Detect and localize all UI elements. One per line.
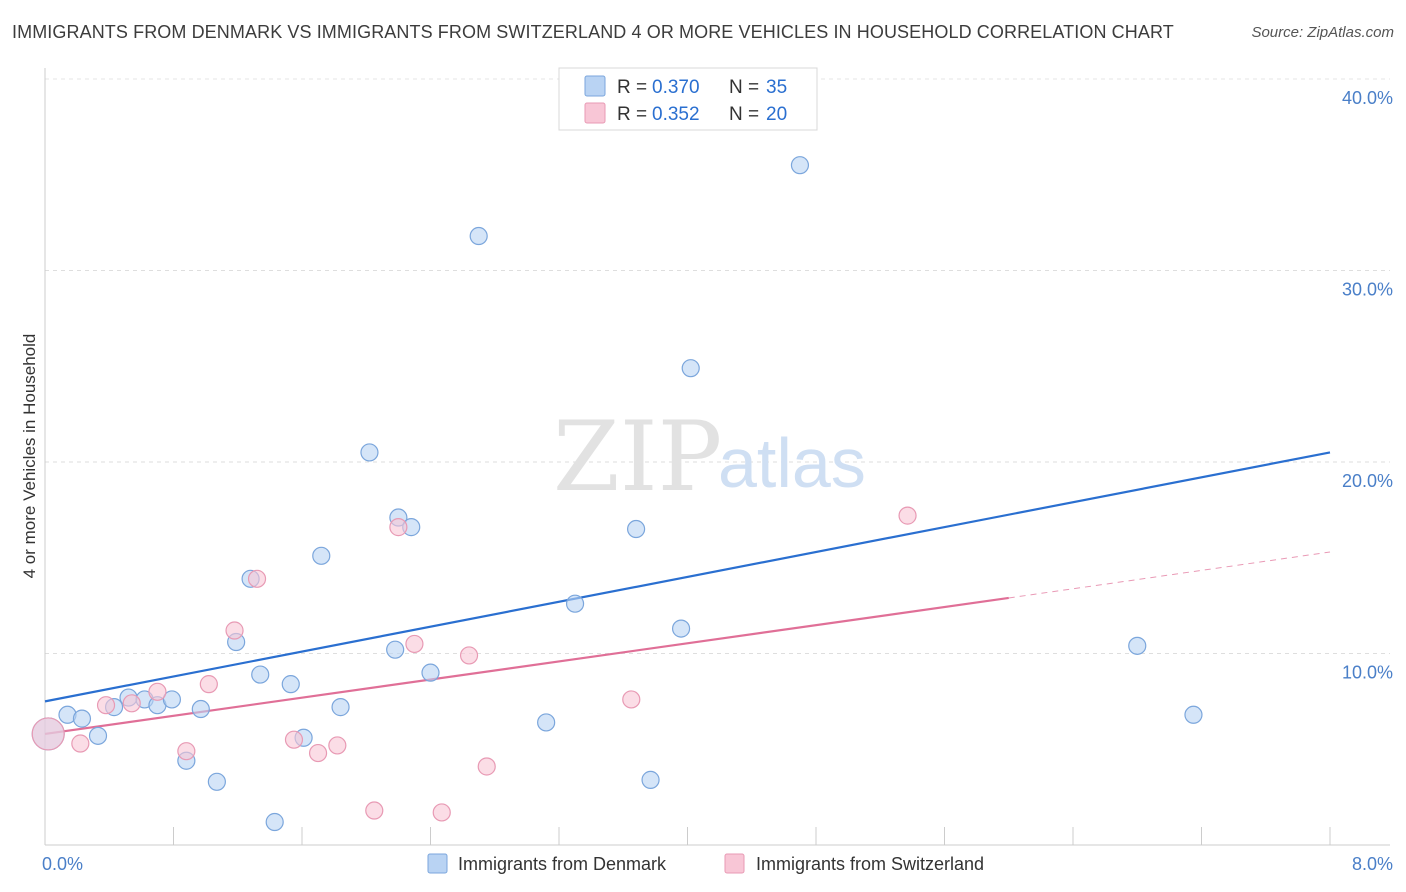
point-switzerland	[365, 801, 384, 820]
point-denmark	[681, 359, 700, 378]
point-denmark	[671, 619, 691, 638]
trendline-switzerland-extension	[1008, 551, 1331, 599]
point-switzerland	[31, 717, 65, 751]
point-switzerland	[199, 675, 218, 694]
point-denmark	[191, 699, 210, 719]
tick-labels: 0.0% 8.0% 10.0% 20.0% 30.0% 40.0%	[42, 88, 1393, 874]
point-denmark	[265, 812, 284, 832]
bottom-legend-label-denmark: Immigrants from Denmark	[458, 854, 667, 874]
legend-n-label-switzerland: N =	[729, 104, 759, 125]
point-denmark	[331, 698, 350, 717]
point-switzerland	[148, 682, 167, 701]
point-denmark	[72, 709, 92, 728]
legend-swatch-denmark	[584, 75, 606, 97]
data-points	[31, 156, 1203, 832]
point-switzerland	[898, 506, 917, 525]
point-denmark	[360, 443, 379, 462]
point-denmark	[565, 594, 585, 613]
x-tick-label-max: 8.0%	[1352, 854, 1393, 874]
point-denmark	[469, 226, 488, 246]
point-switzerland	[308, 743, 328, 763]
correlation-legend: R = 0.370 N = 35 R = 0.352 N = 20	[558, 67, 818, 131]
point-denmark	[312, 546, 331, 565]
legend-swatch-switzerland	[584, 102, 606, 124]
axes	[44, 68, 1390, 846]
chart-title: IMMIGRANTS FROM DENMARK VS IMMIGRANTS FR…	[12, 22, 1174, 42]
point-switzerland	[405, 634, 424, 654]
point-denmark	[207, 772, 226, 791]
bottom-legend-swatch-denmark	[427, 853, 448, 874]
legend-r-value-denmark: 0.370	[652, 77, 700, 98]
y-tick-label: 10.0%	[1342, 663, 1393, 683]
point-denmark	[1184, 705, 1203, 724]
point-denmark	[88, 726, 108, 745]
x-tick-label-min: 0.0%	[42, 854, 83, 874]
point-switzerland	[122, 694, 141, 713]
y-tick-label: 30.0%	[1342, 280, 1393, 300]
point-denmark	[386, 640, 405, 659]
point-denmark	[251, 665, 270, 684]
watermark: ZIP atlas	[553, 401, 866, 513]
point-denmark	[162, 690, 181, 709]
point-switzerland	[96, 696, 116, 715]
point-switzerland	[284, 730, 304, 749]
legend-r-label-switzerland: R =	[617, 104, 647, 125]
legend-n-label-denmark: N =	[729, 77, 759, 98]
point-switzerland	[622, 690, 641, 709]
point-switzerland	[432, 803, 451, 822]
y-tick-label: 40.0%	[1342, 88, 1393, 108]
point-switzerland	[247, 569, 267, 588]
y-tick-label: 20.0%	[1342, 471, 1393, 491]
point-switzerland	[459, 646, 479, 665]
legend-r-label-denmark: R =	[617, 77, 647, 98]
point-switzerland	[328, 736, 347, 755]
point-denmark	[281, 675, 300, 694]
watermark-atlas: atlas	[718, 424, 866, 502]
bottom-legend-swatch-switzerland	[724, 853, 745, 874]
point-switzerland	[71, 734, 90, 753]
watermark-zip: ZIP	[553, 401, 722, 513]
y-axis-title: 4 or more Vehicles in Household	[20, 334, 39, 579]
point-switzerland	[477, 757, 496, 776]
point-denmark	[421, 663, 440, 682]
legend-r-value-switzerland: 0.352	[652, 104, 700, 125]
point-switzerland	[225, 621, 244, 640]
legend-n-value-switzerland: 20	[766, 104, 787, 125]
point-switzerland	[389, 518, 408, 537]
trendline-switzerland	[44, 596, 1009, 736]
point-denmark	[641, 770, 660, 789]
source-label: Source: ZipAtlas.com	[1251, 24, 1394, 41]
series-legend: Immigrants from Denmark Immigrants from …	[427, 853, 984, 874]
point-denmark	[537, 713, 556, 732]
legend-n-value-denmark: 35	[766, 77, 787, 98]
point-denmark	[1128, 636, 1147, 655]
grid-lines	[45, 78, 1390, 654]
bottom-legend-label-switzerland: Immigrants from Switzerland	[756, 854, 984, 874]
point-switzerland	[177, 742, 196, 761]
trendline-denmark	[44, 451, 1331, 703]
point-denmark	[626, 519, 646, 539]
point-denmark	[790, 156, 810, 175]
